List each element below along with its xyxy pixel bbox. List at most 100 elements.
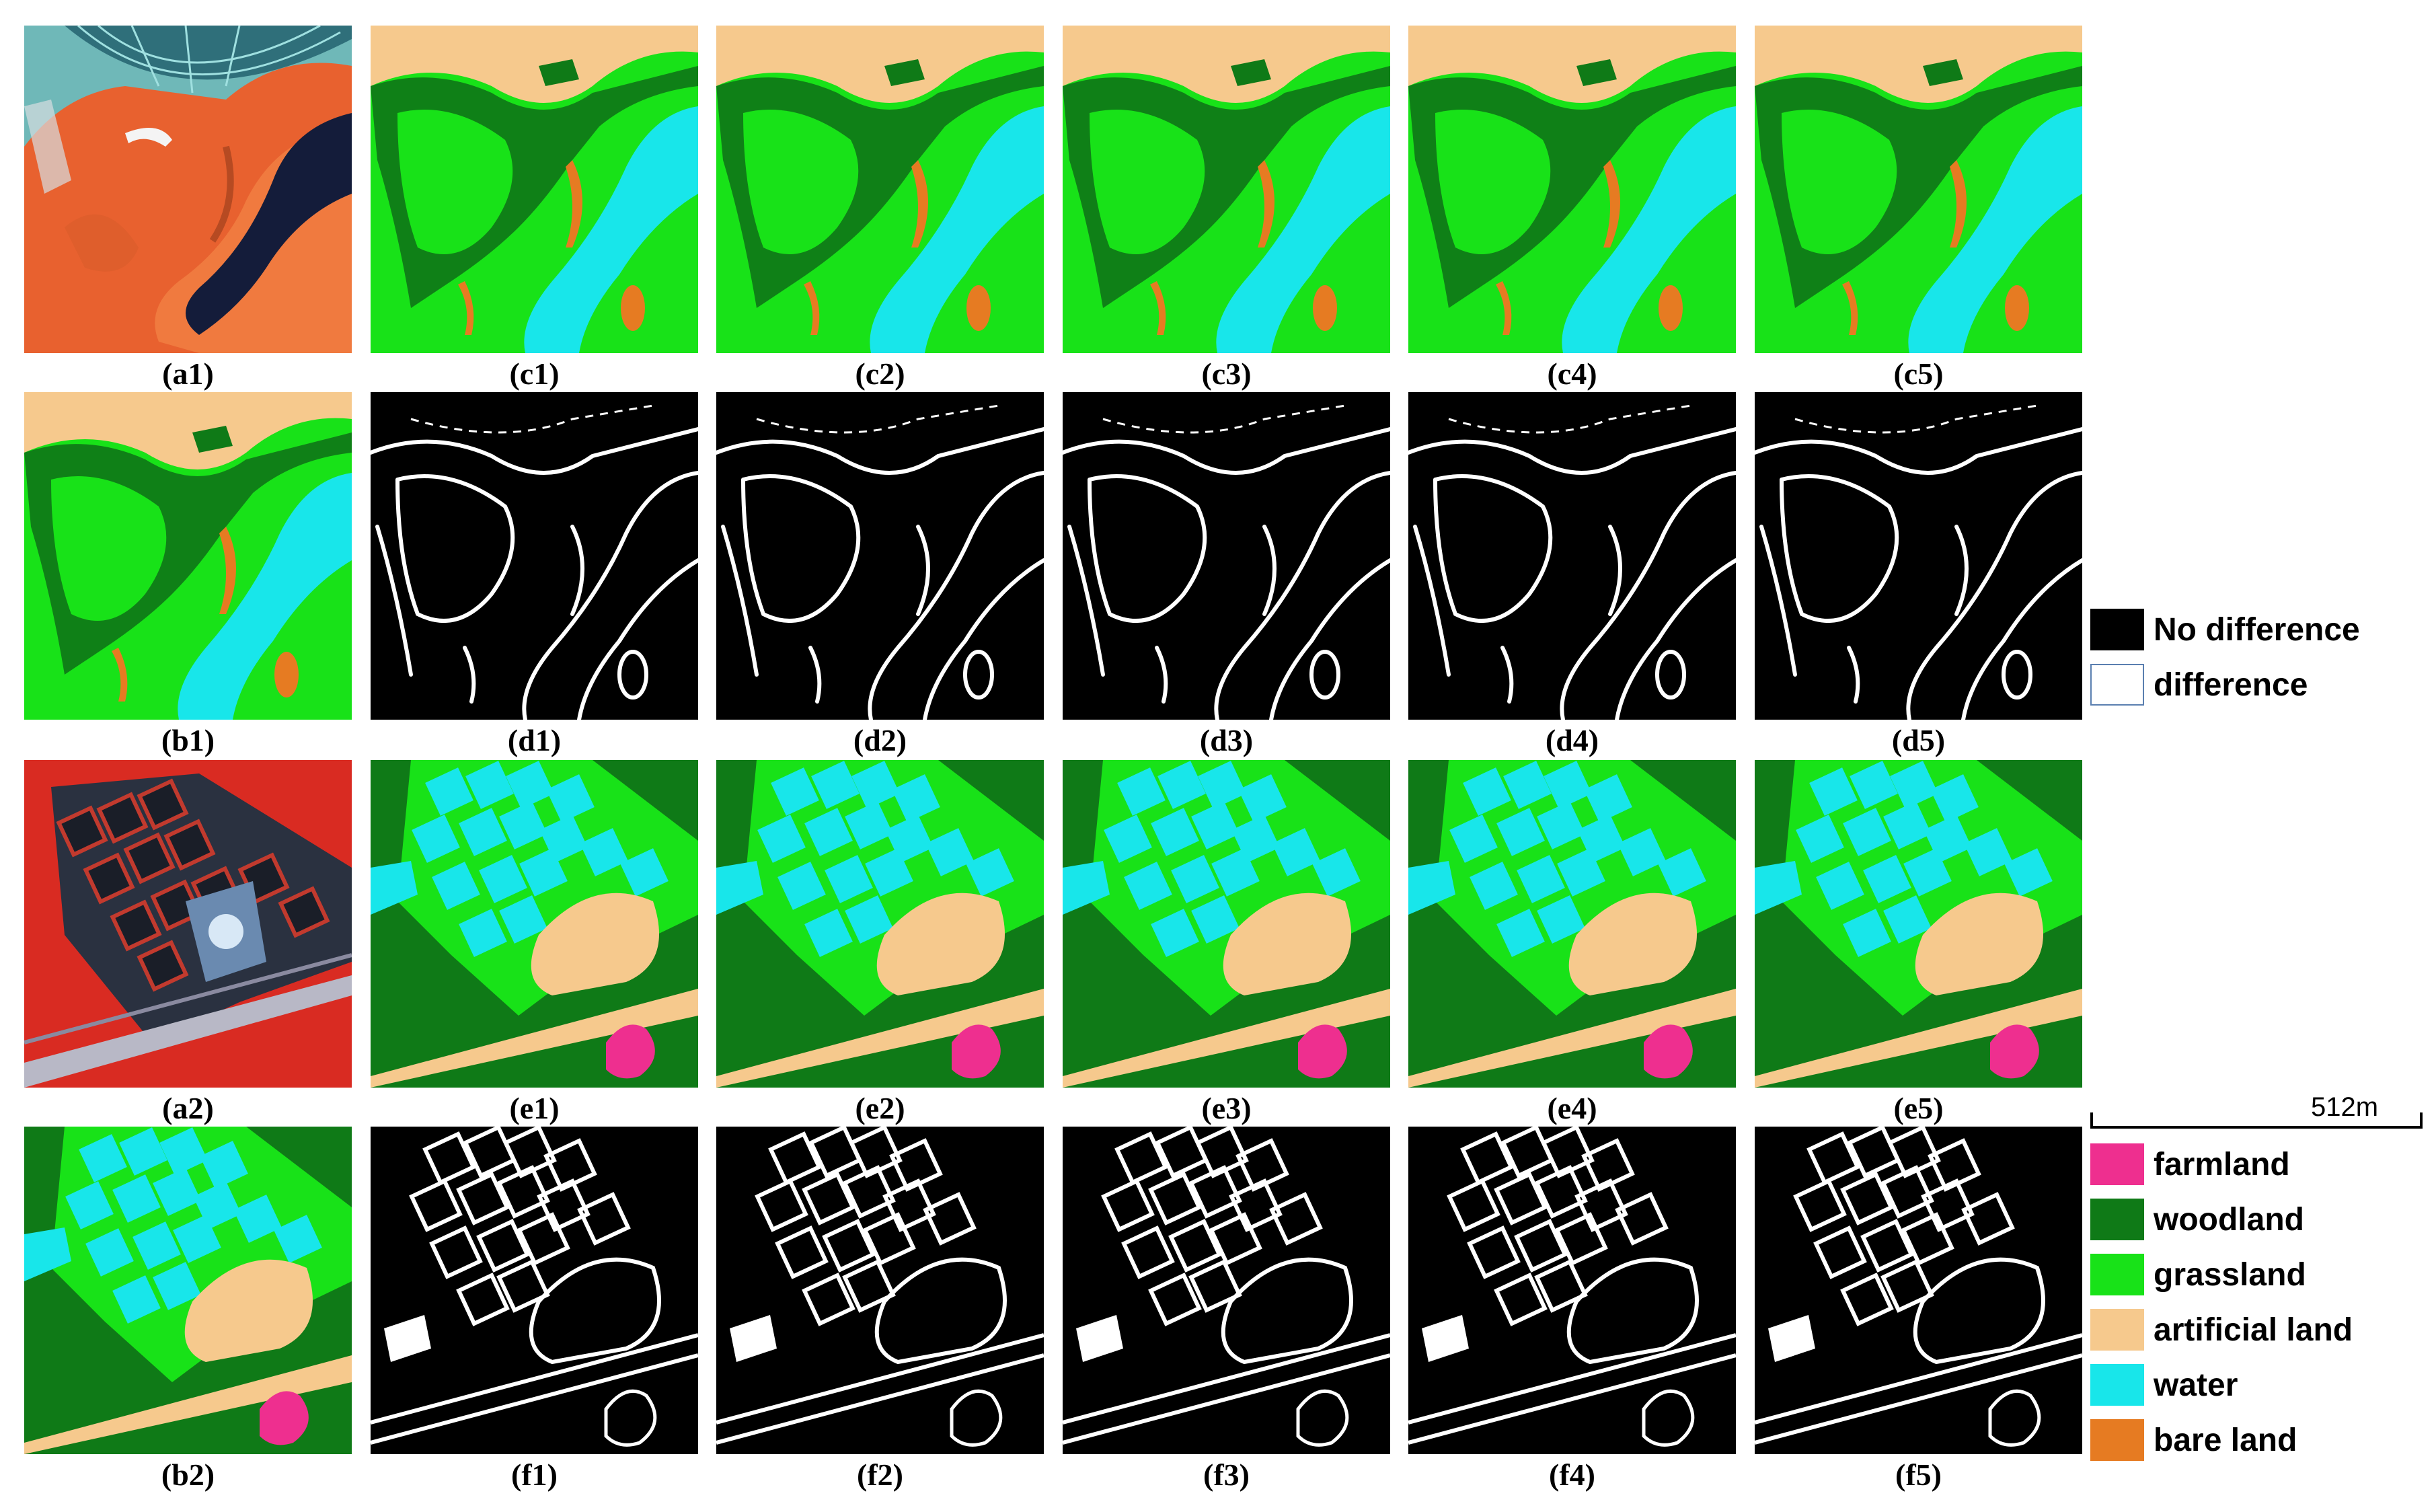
panel-caption: (c4): [1547, 356, 1597, 391]
classmap-1-image: [1408, 26, 1736, 353]
legend-swatch-artificial-land: [2090, 1309, 2144, 1351]
panel-caption: (c5): [1893, 356, 1944, 391]
classmap-2-image: [1408, 760, 1736, 1088]
panel-caption: (f5): [1895, 1458, 1942, 1492]
legend-swatch-water: [2090, 1364, 2144, 1406]
figure-panel-e5: (e5): [1755, 760, 2082, 1129]
panel-caption: (e1): [509, 1091, 560, 1125]
figure-panel-f3: (f3): [1063, 1127, 1390, 1496]
diffmap-2-image: [716, 1127, 1044, 1454]
figure-panel-c4: (c4): [1408, 26, 1736, 395]
figure-panel-f5: (f5): [1755, 1127, 2082, 1496]
classmap-2-image: [1755, 760, 2082, 1088]
legend-swatch-farmland: [2090, 1143, 2144, 1185]
legend-swatch-no-difference: [2090, 609, 2144, 650]
legend-item-grassland: grassland: [2090, 1254, 2306, 1295]
figure-panel-f2: (f2): [716, 1127, 1044, 1496]
diffmap-2-image: [1408, 1127, 1736, 1454]
panel-caption: (f4): [1549, 1458, 1595, 1492]
diffmap-1-image: [1408, 392, 1736, 720]
legend-item-no-difference: No difference: [2090, 609, 2360, 650]
classmap-1-image: [1063, 26, 1390, 353]
panel-caption: (f1): [511, 1458, 558, 1492]
legend-swatch-woodland: [2090, 1199, 2144, 1240]
figure-panel-d3: (d3): [1063, 392, 1390, 761]
panel-caption: (d2): [853, 723, 907, 757]
figure-panel-f1: (f1): [371, 1127, 698, 1496]
legend-swatch-bare-land: [2090, 1419, 2144, 1461]
legend-label-artificial-land: artificial land: [2154, 1312, 2353, 1348]
diffmap-2-image: [1755, 1127, 2082, 1454]
classmap-1-image: [371, 26, 698, 353]
legend-item-woodland: woodland: [2090, 1199, 2304, 1240]
legend-label-water: water: [2154, 1367, 2238, 1403]
scale-bar: 512m: [2089, 1092, 2425, 1131]
panel-caption: (d1): [507, 723, 562, 757]
legend-label-no-difference: No difference: [2154, 611, 2360, 648]
figure-panel-a1: (a1): [24, 26, 352, 395]
panel-caption: (b2): [161, 1458, 215, 1492]
figure-panel-d2: (d2): [716, 392, 1044, 761]
figure-panel-c5: (c5): [1755, 26, 2082, 395]
classmap-2-image: [371, 760, 698, 1088]
panel-caption: (a1): [162, 356, 214, 391]
diffmap-1-image: [1755, 392, 2082, 720]
figure-panel-c3: (c3): [1063, 26, 1390, 395]
classmap-1-image: [24, 392, 352, 720]
diffmap-1-image: [716, 392, 1044, 720]
legend-swatch-difference: [2090, 664, 2144, 706]
panel-caption: (e5): [1893, 1091, 1944, 1125]
legend-item-farmland: farmland: [2090, 1143, 2290, 1185]
figure-panel-e1: (e1): [371, 760, 698, 1129]
figure-panel-c2: (c2): [716, 26, 1044, 395]
legend-label-bare-land: bare land: [2154, 1422, 2297, 1458]
figure-panel-e4: (e4): [1408, 760, 1736, 1129]
diffmap-1-image: [1063, 392, 1390, 720]
legend-label-difference: difference: [2154, 667, 2308, 703]
scale-bar-label: 512m: [2311, 1092, 2379, 1122]
classmap-2-image: [24, 1127, 352, 1454]
legend-label-grassland: grassland: [2154, 1256, 2306, 1293]
classmap-2-image: [716, 760, 1044, 1088]
panel-caption: (c1): [509, 356, 560, 391]
figure-panel-e2: (e2): [716, 760, 1044, 1129]
classmap-1-image: [1755, 26, 2082, 353]
panel-caption: (d3): [1199, 723, 1254, 757]
legend-swatch-grassland: [2090, 1254, 2144, 1295]
figure-panel-e3: (e3): [1063, 760, 1390, 1129]
land-cover-legend: farmland woodland grassland artificial l…: [2090, 1143, 2427, 1507]
figure-panel-d1: (d1): [371, 392, 698, 761]
panel-caption: (d5): [1891, 723, 1946, 757]
panel-caption: (c2): [855, 356, 905, 391]
figure-panel-d5: (d5): [1755, 392, 2082, 761]
classmap-2-image: [1063, 760, 1390, 1088]
legend-item-difference: difference: [2090, 664, 2308, 706]
figure-panel-f4: (f4): [1408, 1127, 1736, 1496]
figure-panel-b2: (b2): [24, 1127, 352, 1496]
figure-panel-d4: (d4): [1408, 392, 1736, 761]
panel-caption: (e2): [855, 1091, 905, 1125]
difference-legend: No difference difference: [2090, 609, 2427, 716]
satellite-2-image: [24, 760, 352, 1088]
figure-panel-b1: (b1): [24, 392, 352, 761]
legend-label-farmland: farmland: [2154, 1146, 2290, 1182]
panel-caption: (a2): [162, 1091, 214, 1125]
panel-caption: (b1): [161, 723, 215, 757]
panel-caption: (e3): [1201, 1091, 1252, 1125]
legend-item-artificial-land: artificial land: [2090, 1309, 2353, 1351]
satellite-1-image: [24, 26, 352, 353]
panel-caption: (f3): [1203, 1458, 1250, 1492]
panel-caption: (d4): [1545, 723, 1599, 757]
legend-item-water: water: [2090, 1364, 2238, 1406]
figure-panel-c1: (c1): [371, 26, 698, 395]
panel-caption: (c3): [1201, 356, 1252, 391]
diffmap-1-image: [371, 392, 698, 720]
figure-panel-a2: (a2): [24, 760, 352, 1129]
classmap-1-image: [716, 26, 1044, 353]
legend-item-bare-land: bare land: [2090, 1419, 2297, 1461]
legend-label-woodland: woodland: [2154, 1201, 2304, 1238]
diffmap-2-image: [1063, 1127, 1390, 1454]
scale-bar-line: [2090, 1112, 2423, 1129]
panel-caption: (f2): [857, 1458, 903, 1492]
panel-caption: (e4): [1547, 1091, 1597, 1125]
